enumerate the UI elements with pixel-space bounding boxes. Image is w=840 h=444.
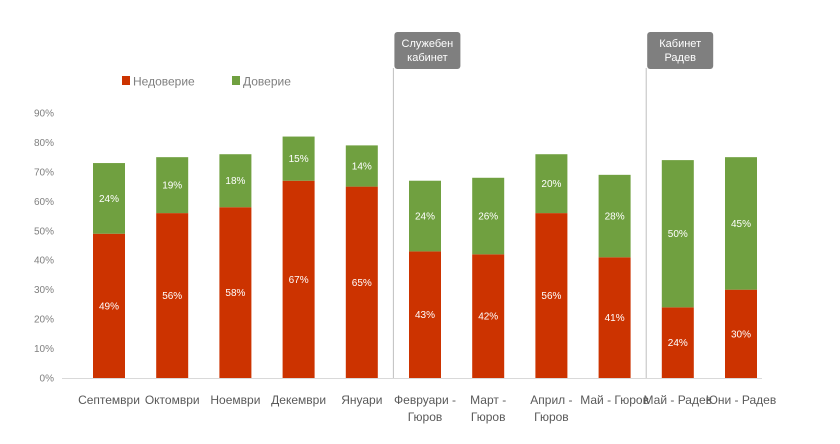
annotation-callout: Служебен кабинет — [394, 32, 461, 69]
data-label: 45% — [731, 219, 751, 230]
data-label: 30% — [731, 329, 751, 340]
bar-trust — [535, 154, 568, 214]
y-tick-label: 90% — [34, 109, 54, 120]
x-tick-label: Април -Гюров — [530, 393, 572, 424]
annotation-box — [647, 32, 714, 69]
annotation-box — [394, 32, 461, 69]
bar-trust — [93, 163, 125, 234]
legend-item: Доверие — [232, 75, 291, 89]
data-label: 67% — [289, 275, 309, 286]
legend-item: Недоверие — [122, 75, 195, 89]
bar-trust — [725, 157, 757, 290]
bar-distrust — [472, 254, 505, 378]
x-tick-label: Юни - Радев — [706, 393, 776, 407]
y-tick-label: 50% — [34, 226, 54, 237]
data-label: 18% — [225, 176, 245, 187]
legend-swatch — [232, 76, 240, 85]
x-tick-label: Януари — [341, 393, 382, 407]
data-label: 19% — [162, 181, 182, 192]
x-tick-label: Февруари -Гюров — [394, 393, 456, 424]
y-tick-label: 10% — [34, 344, 54, 355]
data-label: 15% — [289, 154, 309, 165]
bar-trust — [472, 177, 505, 255]
bar-distrust — [661, 307, 694, 378]
data-label: 14% — [352, 162, 372, 173]
legend-swatch — [122, 76, 130, 85]
x-tick-label: Септември — [78, 393, 140, 407]
bar-trust — [219, 154, 252, 208]
data-label: 41% — [605, 313, 625, 324]
bar-distrust — [219, 207, 252, 378]
y-tick-label: 80% — [34, 138, 54, 149]
data-label: 42% — [478, 312, 498, 323]
data-label: 56% — [162, 291, 182, 302]
x-tick-label: Ноември — [210, 393, 260, 407]
annotation-label: Служебен кабинет — [402, 38, 454, 64]
annotation-label: Кабинет Радев — [659, 38, 701, 64]
data-label: 58% — [225, 288, 245, 299]
bar-trust — [409, 180, 441, 252]
y-tick-label: 30% — [34, 285, 54, 296]
bar-trust — [345, 145, 378, 187]
bar-trust — [598, 174, 631, 258]
bar-distrust — [409, 251, 441, 378]
y-tick-label: 60% — [34, 197, 54, 208]
x-tick-label: Март -Гюров — [470, 393, 506, 424]
y-tick-label: 40% — [34, 256, 54, 267]
annotation-callout: Кабинет Радев — [647, 32, 714, 69]
bar-trust — [282, 136, 315, 181]
x-tick-label: Май - Гюров — [580, 393, 649, 407]
data-label: 50% — [668, 229, 688, 240]
bar-trust — [156, 157, 189, 214]
data-label: 24% — [415, 212, 435, 223]
data-label: 56% — [541, 291, 561, 302]
y-tick-label: 0% — [40, 374, 55, 385]
bar-distrust — [156, 213, 189, 378]
data-label: 28% — [605, 212, 625, 223]
bar-distrust — [93, 233, 125, 378]
x-tick-label: Декември — [271, 393, 326, 407]
data-label: 43% — [415, 310, 435, 321]
bar-distrust — [598, 257, 631, 378]
bar-distrust — [282, 180, 315, 378]
data-label: 24% — [99, 194, 119, 205]
legend-label: Доверие — [243, 75, 291, 89]
data-label: 26% — [478, 212, 498, 223]
bar-distrust — [535, 213, 568, 378]
data-label: 20% — [541, 179, 561, 190]
bar-distrust — [345, 186, 378, 378]
bar-distrust — [725, 289, 757, 378]
bar-trust — [661, 160, 694, 308]
x-tick-label: Октомври — [145, 393, 200, 407]
data-label: 49% — [99, 301, 119, 312]
y-tick-label: 20% — [34, 315, 54, 326]
data-label: 65% — [352, 278, 372, 289]
x-tick-label: Май - Радев — [644, 393, 713, 407]
legend-label: Недоверие — [133, 75, 195, 89]
y-tick-label: 70% — [34, 167, 54, 178]
data-label: 24% — [668, 338, 688, 349]
